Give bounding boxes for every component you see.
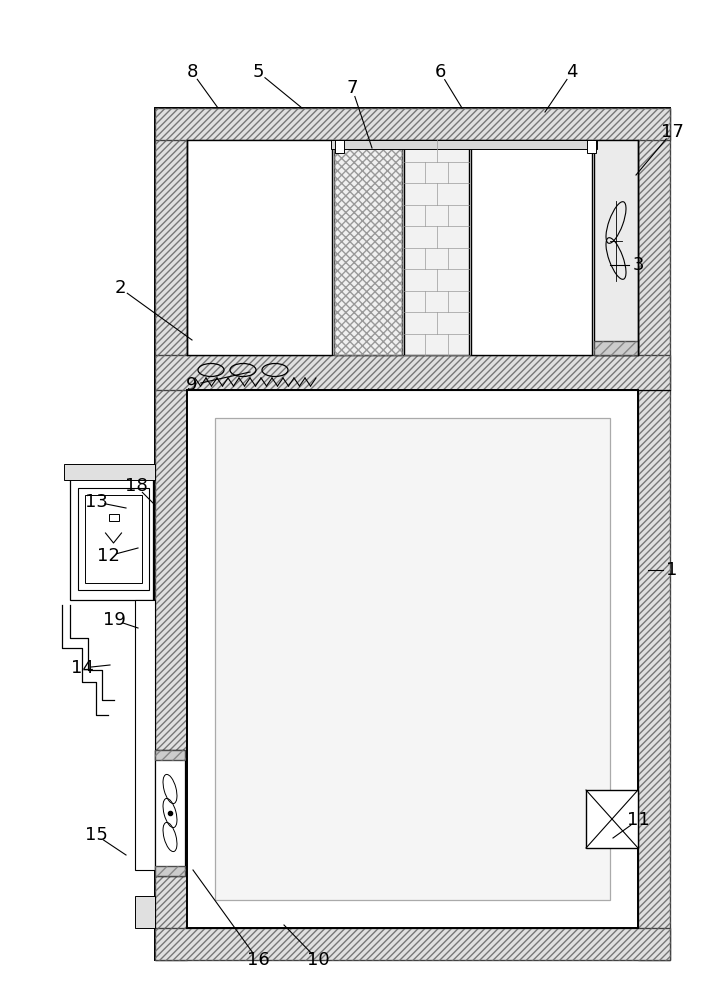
Bar [594, 341, 638, 355]
Bar [155, 108, 187, 960]
Text: 19: 19 [102, 611, 125, 629]
Text: 9: 9 [186, 376, 198, 394]
Text: 14: 14 [71, 659, 94, 677]
Bar [78, 488, 149, 590]
Bar [155, 108, 187, 960]
Text: 8: 8 [186, 63, 198, 81]
Text: 1: 1 [666, 561, 678, 579]
Bar [155, 108, 670, 140]
Bar [70, 478, 153, 600]
Text: 18: 18 [125, 477, 148, 495]
Bar [155, 750, 185, 760]
Text: 2: 2 [114, 279, 126, 297]
Text: 17: 17 [660, 123, 683, 141]
Bar [135, 600, 155, 870]
Bar [155, 928, 670, 960]
Text: 10: 10 [307, 951, 329, 969]
Bar [85, 495, 142, 583]
Bar [155, 750, 185, 760]
Text: 13: 13 [84, 493, 107, 511]
Bar [155, 108, 670, 140]
Bar [638, 108, 670, 960]
Text: 11: 11 [626, 811, 649, 829]
Bar [155, 866, 185, 876]
Bar [471, 140, 592, 355]
Bar [187, 390, 638, 928]
Bar [587, 140, 596, 153]
Bar [155, 355, 670, 390]
Bar [638, 108, 670, 960]
Text: 3: 3 [632, 256, 644, 274]
Text: 4: 4 [566, 63, 577, 81]
Bar [335, 140, 344, 153]
Bar [334, 140, 402, 355]
Bar [187, 140, 332, 355]
Bar [155, 750, 185, 876]
Bar [155, 108, 670, 960]
Bar [594, 140, 638, 355]
Bar [155, 355, 670, 390]
Bar [109, 514, 119, 521]
Bar [586, 790, 638, 848]
Text: 12: 12 [96, 547, 120, 565]
Bar [331, 140, 597, 149]
Text: 6: 6 [434, 63, 446, 81]
Bar [404, 140, 469, 355]
Bar [155, 928, 670, 960]
Text: 16: 16 [247, 951, 269, 969]
Text: 7: 7 [346, 79, 358, 97]
Bar [594, 341, 638, 355]
Text: 15: 15 [84, 826, 107, 844]
Bar [64, 464, 155, 480]
Bar [215, 418, 610, 900]
Text: 5: 5 [252, 63, 264, 81]
Bar [135, 896, 155, 928]
Bar [155, 866, 185, 876]
Bar [334, 140, 402, 355]
